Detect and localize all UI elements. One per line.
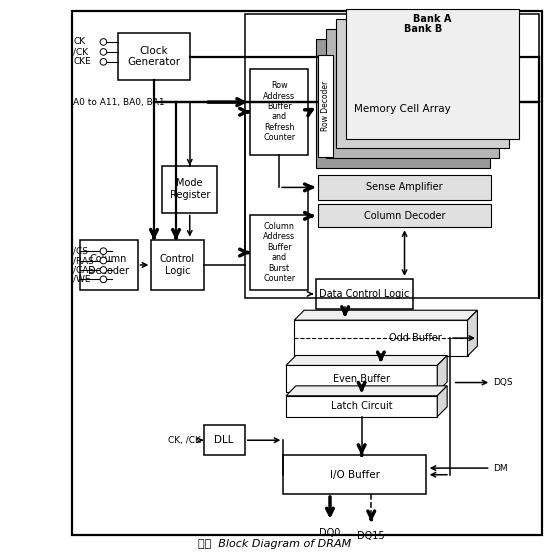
Bar [162,166,217,213]
Circle shape [100,276,107,283]
Text: A0 to A11, BA0, BA1: A0 to A11, BA0, BA1 [73,98,165,107]
Bar [80,240,138,290]
Text: Bank A: Bank A [414,14,452,24]
Text: Row Decoder: Row Decoder [321,81,330,131]
Text: Odd Buffer: Odd Buffer [389,333,442,343]
Bar [250,215,308,290]
Text: DM: DM [493,464,508,473]
Circle shape [100,248,107,254]
Text: 图二  Block Diagram of DRAM: 图二 Block Diagram of DRAM [199,539,351,549]
Text: Sense Amplifier: Sense Amplifier [366,182,443,193]
Bar [204,425,245,455]
Bar [250,69,308,155]
Text: DQ0: DQ0 [320,528,340,538]
Bar [318,55,333,157]
Polygon shape [468,310,477,356]
Polygon shape [437,355,447,392]
Text: Memory Cell Array: Memory Cell Array [355,104,451,114]
Text: Even Buffer: Even Buffer [333,374,390,384]
Polygon shape [294,310,477,320]
Bar [316,39,490,168]
Text: /CK: /CK [73,47,88,56]
Bar [346,9,519,139]
Polygon shape [437,386,447,417]
Bar [336,19,509,148]
Bar [283,455,426,494]
Text: CK: CK [73,38,85,46]
Bar [72,11,542,535]
Polygon shape [286,355,447,365]
Bar [294,320,468,356]
Text: I/O Buffer: I/O Buffer [330,470,380,480]
Text: Clock
Generator: Clock Generator [128,46,180,67]
Text: Data Control Logic: Data Control Logic [319,289,410,299]
Bar [326,29,499,158]
Circle shape [100,267,107,273]
Text: DLL: DLL [214,435,234,445]
Bar [316,279,412,309]
Text: Column
Address
Buffer
and
Burst
Counter: Column Address Buffer and Burst Counter [263,222,295,283]
Bar [151,240,204,290]
Bar [318,175,491,200]
Text: DQ15: DQ15 [358,531,385,541]
Text: Mode
Register: Mode Register [169,178,210,200]
Text: /CAS: /CAS [73,266,94,274]
Circle shape [100,49,107,55]
Circle shape [100,257,107,264]
Bar [286,396,437,417]
Circle shape [100,39,107,45]
Polygon shape [286,386,447,396]
Bar [286,365,437,392]
Text: /CS: /CS [73,247,88,256]
Text: /WE: /WE [73,275,91,284]
Circle shape [100,59,107,65]
Text: Row
Address
Buffer
and
Refresh
Counter: Row Address Buffer and Refresh Counter [263,81,295,142]
Text: Control
Logic: Control Logic [160,254,195,276]
Bar [318,204,491,227]
Bar [245,14,539,298]
Text: Bank D: Bank D [383,44,422,54]
Text: Column
Decoder: Column Decoder [88,254,129,276]
Text: DQS: DQS [493,378,513,387]
Text: CKE: CKE [73,57,91,66]
Text: /RAS: /RAS [73,256,94,265]
Text: Column Decoder: Column Decoder [364,211,446,221]
Bar [118,33,190,80]
Text: Latch Circuit: Latch Circuit [331,401,393,411]
Text: CK, /CK: CK, /CK [168,436,201,445]
Text: Bank B: Bank B [404,24,442,34]
Text: Bank C: Bank C [394,34,432,44]
